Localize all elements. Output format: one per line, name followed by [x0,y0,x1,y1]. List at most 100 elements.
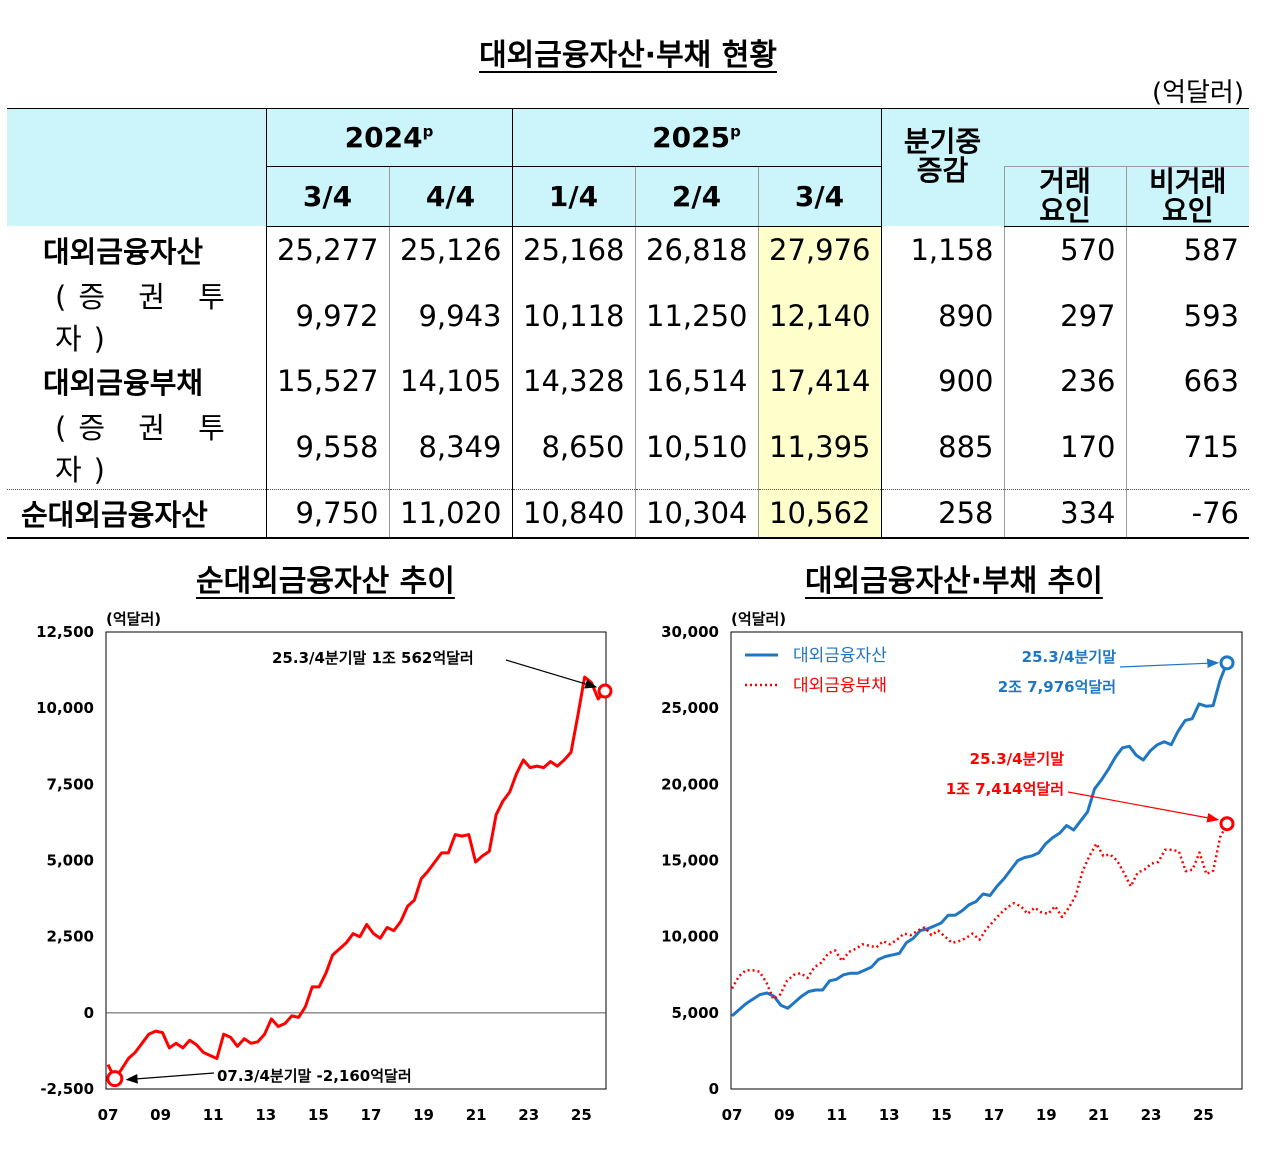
col-2025-q2: 2/4 [634,166,758,227]
table-cell: 26,818 [634,226,758,274]
series-line-0 [731,662,1229,1018]
x-tick-label: 11 [203,1106,224,1124]
legend-label: 대외금융자산 [793,646,887,666]
table-cell: 10,118 [511,273,635,358]
annotation-latest: 25.3/4분기말 1조 562억달러 [272,649,474,667]
annotation-arrow [1119,658,1220,669]
table-row: 대외금융자산 25,277 25,126 25,168 26,818 27,976 1,15… [7,226,1250,274]
y-tick-label: 5,000 [47,852,94,870]
table-cell: 9,972 [265,273,389,358]
x-tick-label: 07 [98,1106,119,1124]
table-row: 대외금융부채 15,527 14,105 14,328 16,514 17,414 900 2… [7,357,1250,405]
y-tick-label: 0 [709,1080,719,1098]
table-cell: 27,976 [757,226,882,274]
y-axis-unit-label: (억달러) [106,610,161,628]
year-2024-header: 2024p [265,108,512,167]
x-tick-label: 21 [1088,1106,1109,1124]
row-label: (증 권 투 자) [55,410,237,487]
y-tick-label: 12,500 [36,623,94,641]
x-tick-label: 19 [413,1106,434,1124]
endpoint-marker [597,683,613,699]
table-cell: 25,126 [388,226,512,274]
col-2024-q3: 3/4 [265,166,389,227]
table-cell: 11,020 [388,488,512,539]
table-cell: 25,168 [511,226,635,274]
x-tick-label: 25 [571,1106,592,1124]
y-tick-label: 7,500 [47,775,94,793]
table-cell: 17,414 [757,357,882,405]
y-axis-unit-label: (억달러) [731,610,786,628]
legend-label: 대외금융부채 [793,676,887,696]
endpoint-marker [1219,816,1235,832]
x-tick-label: 07 [722,1106,743,1124]
table-cell: 715 [1125,404,1250,490]
nontrade-factor-header: 비거래 요인 [1125,166,1250,227]
col-2025-q3: 3/4 [757,166,882,227]
table-row: (증 권 투 자) 9,558 8,349 8,650 10,510 11,395 885 1… [7,404,1250,490]
table-cell: 8,650 [511,404,635,490]
annotation-min: 07.3/4분기말 -2,160억달러 [217,1067,412,1085]
table-cell: 10,840 [511,488,635,539]
annotation-arrow [505,659,598,689]
financial-table: 2024p 2025p 분기중 증감 3/4 4/4 1/4 2/4 3/4 거… [7,108,1250,539]
x-tick-label: 15 [931,1106,952,1124]
table-cell: -76 [1125,488,1250,539]
change-group-blank [1004,108,1250,167]
table-cell: 890 [880,273,1005,358]
annotation-arrow [1067,791,1220,823]
x-tick-label: 19 [1036,1106,1057,1124]
col-2024-q4: 4/4 [388,166,512,227]
table-cell: 15,527 [265,357,389,405]
row-label: (증 권 투 자) [55,279,237,356]
quarterly-change-header: 분기중 증감 [880,108,1005,227]
series-line-0 [106,675,607,1081]
table-cell: 663 [1125,357,1250,405]
x-tick-label: 17 [983,1106,1004,1124]
chart2-title: 대외금융자산·부채 추이 [805,564,1103,599]
row-label: 대외금융자산 [43,235,204,270]
x-tick-label: 13 [879,1106,900,1124]
annotation-asset-line2: 2조 7,976억달러 [998,678,1116,696]
table-cell: 570 [1003,226,1127,274]
table-cell: 334 [1003,488,1127,539]
x-tick-label: 25 [1193,1106,1214,1124]
annotation-liability-line1: 25.3/4분기말 [970,750,1065,768]
chart1-title: 순대외금융자산 추이 [196,564,455,599]
y-tick-label: 10,000 [36,699,94,717]
trade-factor-header: 거래 요인 [1003,166,1127,227]
table-cell: 593 [1125,273,1250,358]
y-tick-label: -2,500 [40,1080,94,1098]
x-tick-label: 17 [361,1106,382,1124]
y-tick-label: 2,500 [47,928,94,946]
table-cell: 9,750 [265,488,389,539]
y-tick-label: 5,000 [672,1004,719,1022]
x-tick-label: 11 [826,1106,847,1124]
row-label: 대외금융부채 [43,366,204,401]
x-tick-label: 23 [1141,1106,1162,1124]
annotation-asset-line1: 25.3/4분기말 [1022,648,1117,666]
table-cell: 587 [1125,226,1250,274]
y-tick-label: 20,000 [661,775,719,793]
annotation-arrow [125,1072,215,1084]
y-tick-label: 30,000 [661,623,719,641]
row-label: 순대외금융자산 [7,488,266,539]
table-cell: 10,562 [757,488,882,539]
y-tick-label: 25,000 [661,699,719,717]
x-tick-label: 15 [308,1106,329,1124]
x-tick-label: 13 [255,1106,276,1124]
table-cell: 8,349 [388,404,512,490]
table-cell: 900 [880,357,1005,405]
table-cell: 14,105 [388,357,512,405]
col-2025-q1: 1/4 [511,166,635,227]
table-cell: 885 [880,404,1005,490]
plot-frame [105,631,607,1090]
unit-label: (억달러) [1151,78,1244,108]
x-tick-label: 23 [518,1106,539,1124]
y-tick-label: 15,000 [661,852,719,870]
year-2025-header: 2025p [511,108,882,167]
table-cell: 11,395 [757,404,882,490]
corner-header-cell [7,108,266,227]
plot-frame [730,631,1243,1090]
table-cell: 236 [1003,357,1127,405]
